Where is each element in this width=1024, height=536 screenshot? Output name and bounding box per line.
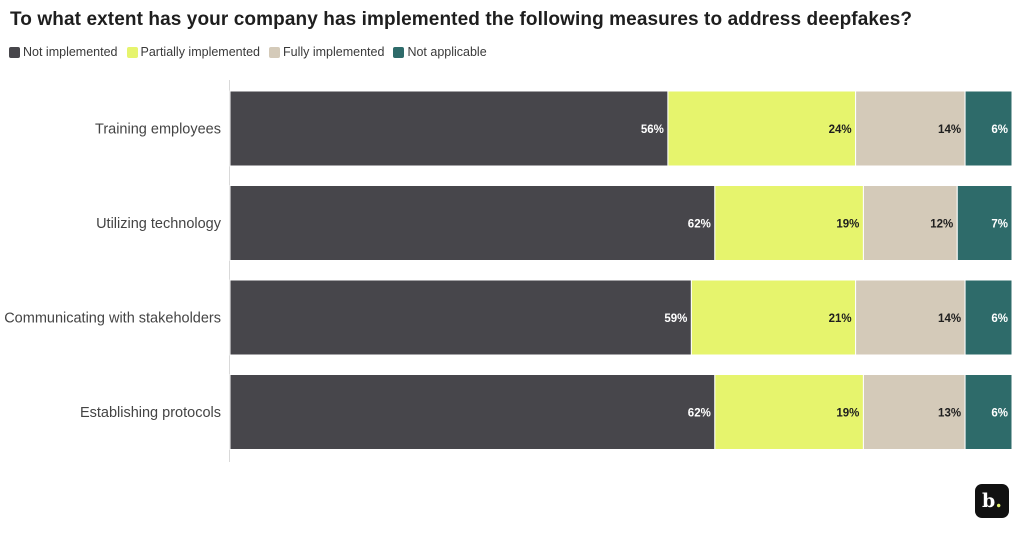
- data-label: 19%: [836, 408, 859, 420]
- legend-swatch: [269, 46, 280, 58]
- legend-label: Not implemented: [23, 45, 118, 59]
- bar-segment[interactable]: [964, 90, 1013, 167]
- b-dot-logo[interactable]: b.: [975, 484, 1009, 518]
- legend-item-not-applicable[interactable]: Not applicable: [393, 45, 487, 59]
- bar-segment[interactable]: [667, 90, 857, 167]
- data-label: 6%: [991, 124, 1008, 136]
- stacked-bar-chart: Training employees 56% 24% 14% 6% Utilizing t…: [4, 80, 1013, 462]
- category-label: Communicating with stakeholders: [4, 311, 221, 327]
- bar-segment[interactable]: [229, 374, 716, 450]
- bar-segment[interactable]: [229, 279, 692, 356]
- bar-segment[interactable]: [714, 374, 864, 450]
- logo-dot: .: [995, 490, 1002, 512]
- data-label: 6%: [991, 408, 1008, 420]
- legend-swatch: [126, 46, 138, 58]
- data-label: 14%: [938, 313, 961, 325]
- legend: Not implemented Partially implemented Fu…: [9, 45, 496, 59]
- category-label: Training employees: [95, 122, 221, 138]
- data-label: 21%: [829, 313, 852, 325]
- legend-label: Partially implemented: [140, 45, 261, 59]
- logo-letter: b: [982, 490, 996, 512]
- bar-segment[interactable]: [229, 185, 716, 261]
- data-label: 24%: [829, 124, 852, 136]
- data-label: 59%: [664, 313, 687, 325]
- chart-title: To what extent has your company has impl…: [10, 9, 913, 30]
- legend-label: Not applicable: [407, 45, 487, 59]
- legend-swatch: [9, 46, 20, 58]
- data-label: 62%: [688, 219, 711, 231]
- category-label: Establishing protocols: [80, 405, 221, 421]
- bar-segment[interactable]: [690, 279, 857, 356]
- bar-segment[interactable]: [855, 90, 966, 167]
- legend-item-not-implemented[interactable]: Not implemented: [9, 45, 118, 59]
- data-label: 62%: [688, 408, 711, 420]
- legend-item-fully-implemented[interactable]: Fully implemented: [269, 45, 384, 59]
- data-label: 12%: [930, 219, 953, 231]
- data-label: 14%: [938, 124, 961, 136]
- legend-swatch: [393, 46, 405, 58]
- legend-item-partially-implemented[interactable]: Partially implemented: [126, 45, 261, 59]
- data-label: 13%: [938, 408, 961, 420]
- bar-segment[interactable]: [714, 185, 864, 261]
- bar-segment[interactable]: [964, 374, 1013, 450]
- data-label: 7%: [991, 219, 1008, 231]
- data-label: 19%: [836, 219, 859, 231]
- bar-segment[interactable]: [956, 185, 1013, 261]
- bar-segment[interactable]: [229, 90, 669, 167]
- legend-label: Fully implemented: [283, 45, 385, 59]
- bar-segment[interactable]: [964, 279, 1013, 356]
- bar-segment[interactable]: [862, 374, 966, 450]
- category-label: Utilizing technology: [96, 216, 222, 232]
- data-label: 56%: [641, 124, 664, 136]
- data-label: 6%: [991, 313, 1008, 325]
